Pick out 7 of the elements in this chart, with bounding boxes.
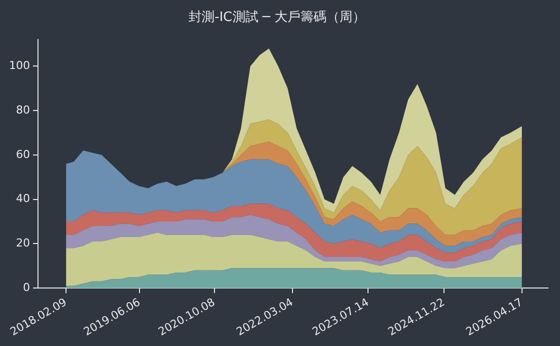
y-tick-label: 60	[16, 148, 30, 161]
chart-title: 封測-IC測試 ─ 大戶籌碼（周）	[188, 10, 366, 26]
y-tick-label: 100	[8, 59, 30, 72]
y-tick-label: 20	[16, 236, 30, 250]
y-tick-label: 80	[16, 103, 30, 116]
y-tick-label: 0	[22, 280, 30, 294]
y-tick-label: 40	[16, 192, 30, 206]
